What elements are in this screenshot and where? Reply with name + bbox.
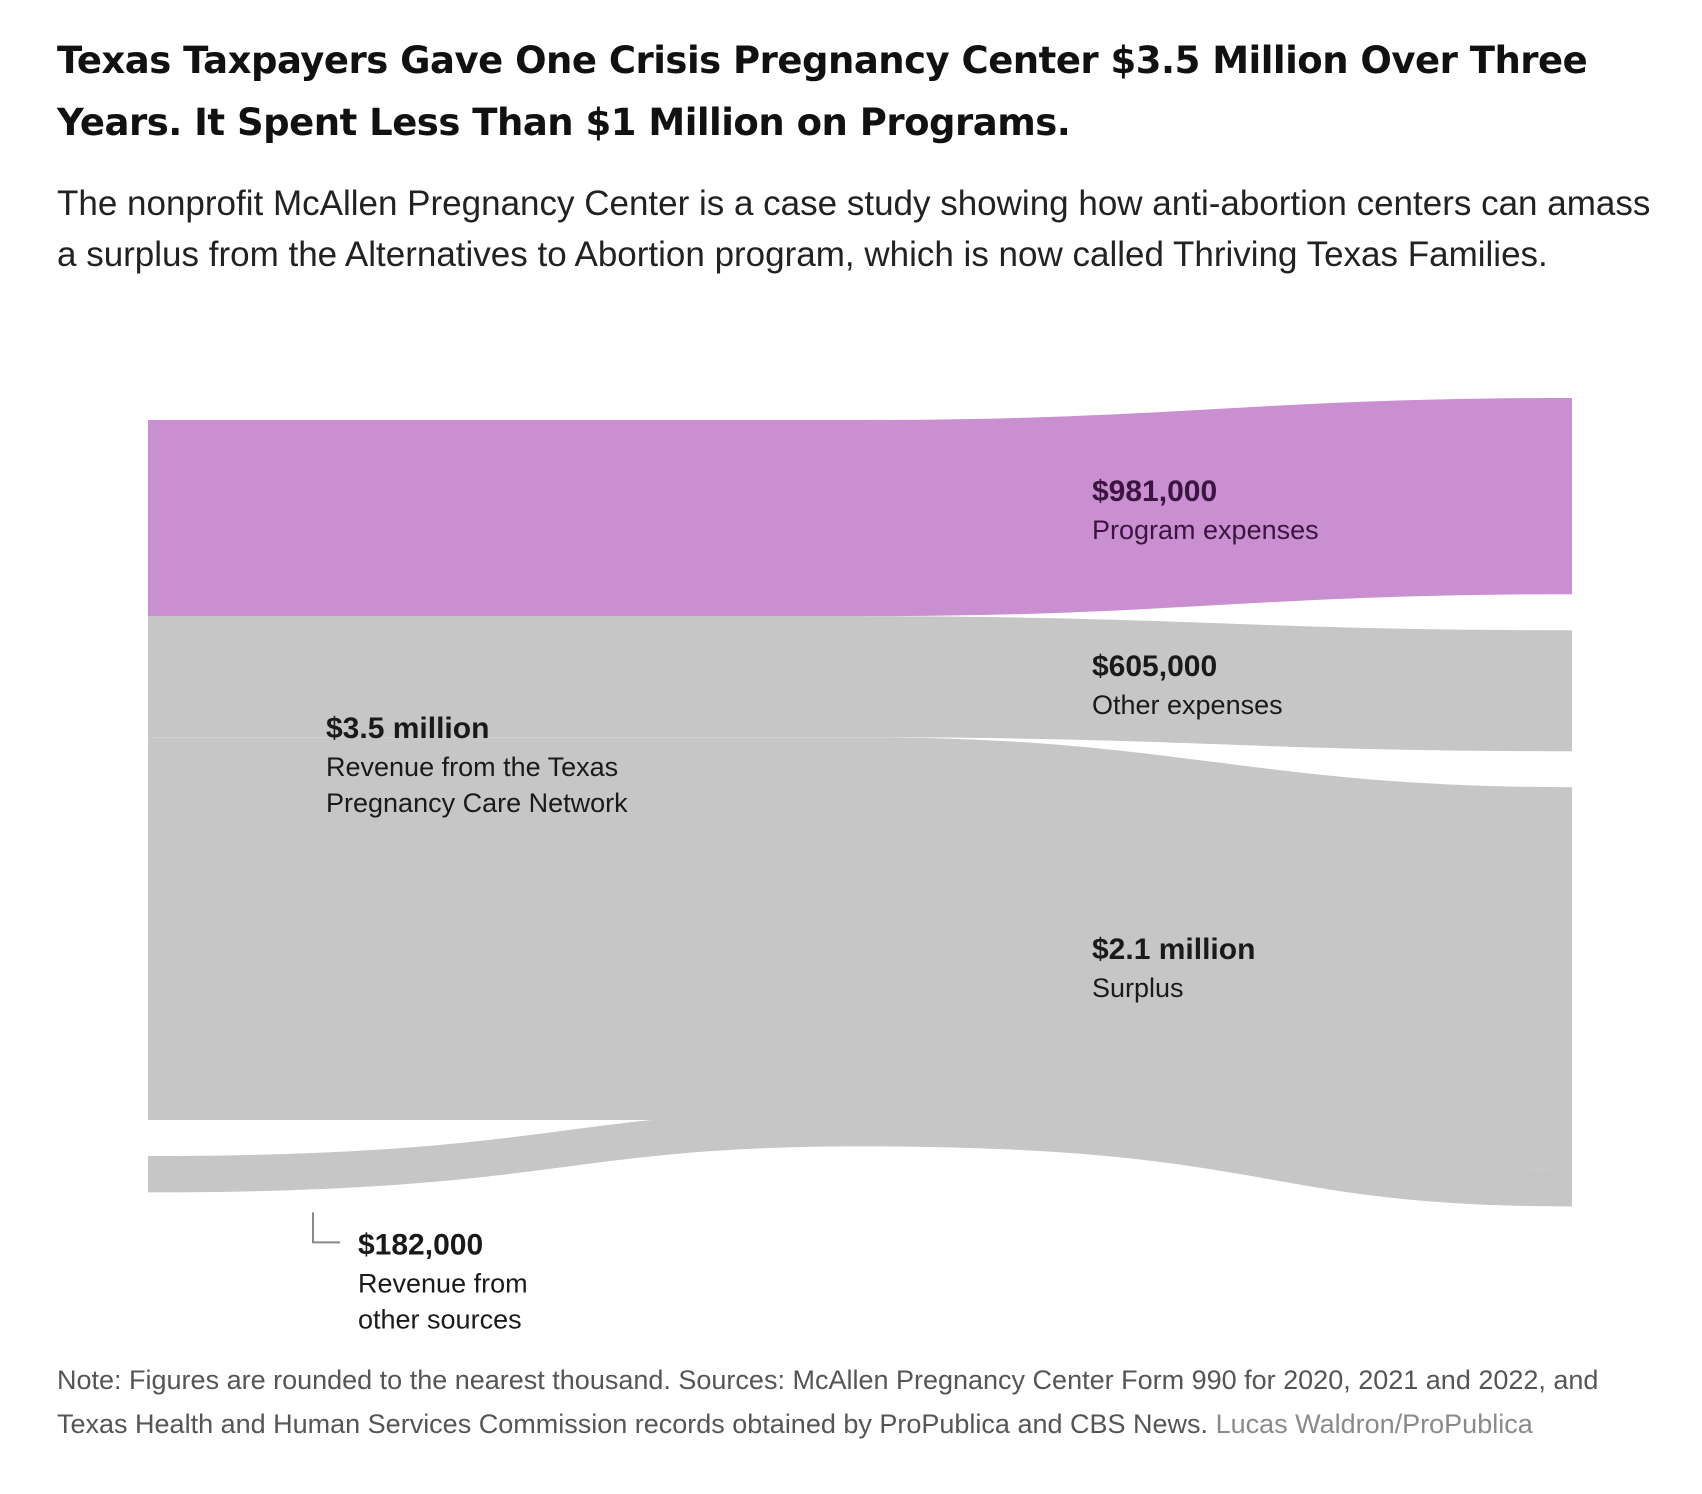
chart-subtitle: The nonprofit McAllen Pregnancy Center i…: [57, 184, 1651, 274]
chart-title: Texas Taxpayers Gave One Crisis Pregnanc…: [57, 39, 1588, 144]
label-other-expenses: $605,000 Other expenses: [1092, 650, 1283, 720]
label-other-revenue-value: $182,000: [358, 1228, 483, 1261]
label-other-revenue: $182,000 Revenue from other sources: [358, 1228, 528, 1334]
label-texas-revenue-desc-line: Pregnancy Care Network: [326, 788, 628, 818]
other-sources-connector: [312, 1212, 340, 1244]
link-texas-to-other_exp: [148, 616, 1572, 752]
label-surplus-value: $2.1 million: [1092, 933, 1255, 966]
label-texas-revenue-desc-line: Revenue from the Texas: [326, 752, 618, 782]
label-texas-revenue-value: $3.5 million: [326, 712, 489, 745]
link-texas-to-surplus: [148, 737, 1572, 1170]
label-program-expenses: $981,000 Program expenses: [1092, 475, 1319, 545]
source-note: Note: Figures are rounded to the nearest…: [57, 1358, 1657, 1446]
link-other-to-surplus: [148, 1110, 1572, 1207]
credit-text: Lucas Waldron/ProPublica: [1215, 1409, 1533, 1439]
label-other-expenses-desc-line: Other expenses: [1092, 690, 1283, 720]
note-text: Note: Figures are rounded to the nearest…: [57, 1365, 1599, 1439]
label-surplus: $2.1 million Surplus: [1092, 933, 1255, 1003]
label-texas-revenue: $3.5 million Revenue from the Texas Pregna…: [326, 712, 628, 818]
label-other-expenses-value: $605,000: [1092, 650, 1217, 683]
label-other-revenue-desc-line: Revenue from: [358, 1268, 528, 1298]
link-texas-to-program: [148, 398, 1572, 617]
label-program-expenses-desc-line: Program expenses: [1092, 515, 1319, 545]
label-other-revenue-desc-line: other sources: [358, 1304, 522, 1334]
label-surplus-desc-line: Surplus: [1092, 973, 1184, 1003]
label-program-expenses-value: $981,000: [1092, 475, 1217, 508]
